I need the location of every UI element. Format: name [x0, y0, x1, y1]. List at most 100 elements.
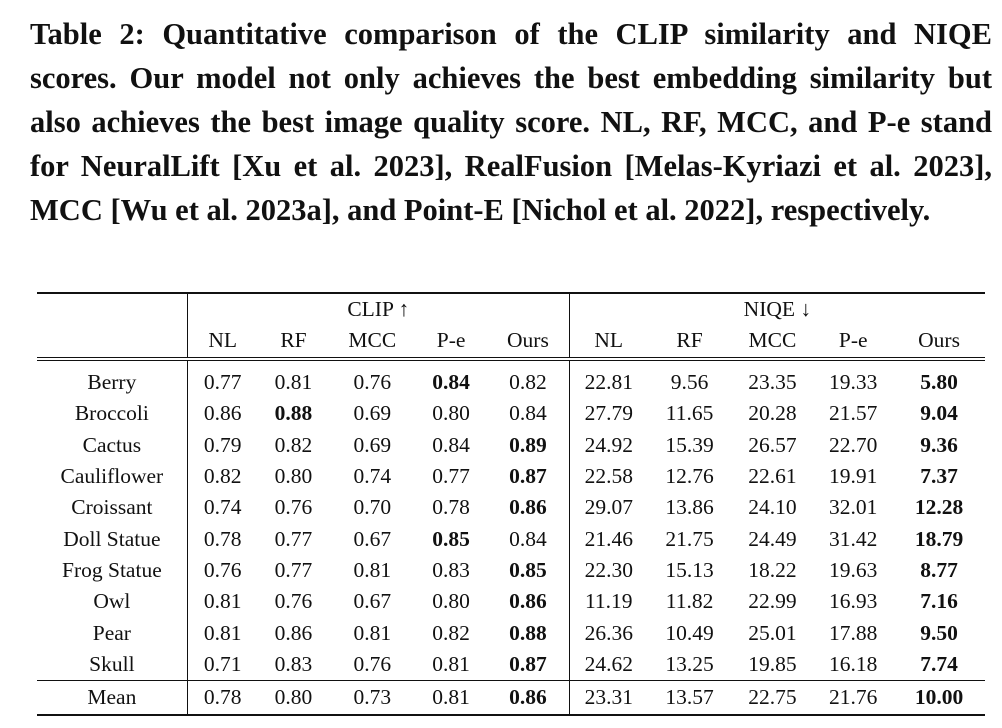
cell: 9.56 [670, 370, 709, 395]
cell: 0.80 [257, 679, 330, 716]
cell: 32.01 [829, 495, 878, 520]
cell: 0.89 [487, 429, 570, 461]
row-label: Pear [37, 617, 188, 649]
cell: 0.73 [329, 679, 416, 716]
cell: 0.78 [432, 495, 470, 520]
cell: 22.75 [731, 679, 814, 716]
row-label: Berry [37, 359, 188, 399]
cell: 0.86 [487, 586, 570, 618]
cell: 0.81 [353, 557, 392, 582]
cell: 29.07 [584, 495, 633, 520]
cell: 0.86 [487, 492, 570, 524]
cell: 19.91 [829, 464, 878, 489]
cell: 24.49 [748, 526, 797, 551]
cell: 18.22 [748, 557, 797, 582]
row-label: Cactus [37, 429, 188, 461]
cell: 0.82 [203, 464, 242, 489]
cell: 26.36 [584, 620, 633, 645]
cell: 0.88 [487, 617, 570, 649]
data-row: Mean 0.78 0.80 0.73 0.81 0.86 23.31 13.57 22.75 2… [37, 679, 985, 716]
cell: 15.13 [665, 557, 714, 582]
data-row: Berry 0.77 0.81 0.76 0.84 0.82 22.81 9.56 23.35 1… [37, 359, 985, 399]
cell: 0.78 [187, 679, 258, 716]
cell: 0.69 [353, 432, 392, 457]
cell: 0.84 [487, 523, 570, 555]
cell: 9.50 [920, 620, 958, 645]
cell: 0.81 [203, 620, 242, 645]
row-label: Croissant [37, 492, 188, 524]
cell: 0.77 [203, 370, 242, 395]
cell: 27.79 [584, 401, 633, 426]
row-label: Cauliflower [37, 460, 188, 493]
group-header: CLIP ↑ [187, 292, 570, 324]
cell: 19.33 [829, 370, 878, 395]
cell: 26.57 [748, 432, 797, 457]
cell: 9.36 [920, 432, 958, 457]
cell: 21.57 [829, 401, 878, 426]
column-header: MCC [329, 324, 416, 361]
row-label: Frog Statue [37, 554, 188, 587]
cell: 0.88 [274, 401, 313, 426]
cell: 10.49 [665, 620, 714, 645]
row-label: Skull [37, 648, 188, 681]
data-row: Doll Statue 0.78 0.77 0.67 0.85 0.84 21.46 21.7… [37, 523, 985, 555]
cell: 0.77 [274, 526, 313, 551]
cell: 0.82 [274, 432, 313, 457]
cell: 10.00 [893, 679, 985, 716]
cell: 0.77 [274, 557, 313, 582]
cell: 0.81 [415, 679, 488, 716]
cell: 0.76 [203, 557, 242, 582]
cell: 0.79 [203, 432, 242, 457]
cell: 0.80 [432, 401, 470, 426]
cell: 18.79 [914, 526, 964, 551]
header-row: CLIP ↑ NIQE ↓ [37, 292, 985, 324]
cell: 16.18 [829, 651, 878, 676]
caption: Table 2: Quantitative comparison of the … [30, 17, 992, 227]
cell: 5.80 [920, 370, 958, 395]
cell: 0.87 [487, 648, 570, 681]
cell: 0.76 [274, 589, 313, 614]
cell: 0.81 [203, 589, 242, 614]
cell: 24.10 [748, 495, 797, 520]
data-row: Owl 0.81 0.76 0.67 0.80 0.86 11.19 11.82 22.99 16… [37, 586, 985, 618]
data-row: Pear 0.81 0.86 0.81 0.82 0.88 26.36 10.49 25.01 1… [37, 617, 985, 649]
cell: 8.77 [920, 557, 958, 582]
cell: 21.76 [813, 679, 894, 716]
data-row: Cauliflower 0.82 0.80 0.74 0.77 0.87 22.58 12.7… [37, 460, 985, 493]
cell: 0.86 [274, 620, 313, 645]
cell: 20.28 [748, 401, 797, 426]
cell: 0.83 [432, 557, 470, 582]
column-header: RF [257, 324, 330, 361]
cell: 0.82 [487, 359, 570, 399]
cell: 0.81 [274, 370, 313, 395]
cell: 23.31 [569, 679, 648, 716]
cell: 13.25 [665, 651, 714, 676]
data-row: Frog Statue 0.76 0.77 0.81 0.83 0.85 22.30 15.1… [37, 554, 985, 587]
cell: 0.78 [203, 526, 242, 551]
cell: 11.19 [584, 589, 633, 614]
cell: 22.70 [829, 432, 878, 457]
cell: 0.84 [432, 432, 470, 457]
cell: 22.99 [748, 589, 797, 614]
row-label: Mean [37, 679, 188, 716]
data-row: Croissant 0.74 0.76 0.70 0.78 0.86 29.07 13.86 2… [37, 492, 985, 524]
cell: 0.76 [353, 651, 392, 676]
cell: 0.86 [203, 401, 242, 426]
cell: 11.82 [665, 589, 714, 614]
column-header: NL [569, 324, 648, 361]
column-header: RF [647, 324, 732, 361]
column-header: P-e [415, 324, 488, 361]
cell: 16.93 [829, 589, 878, 614]
cell: 24.92 [584, 432, 633, 457]
column-header: P-e [813, 324, 894, 361]
cell: 0.83 [274, 651, 313, 676]
cell: 9.04 [920, 401, 958, 426]
column-header: NL [187, 324, 258, 361]
cell: 0.84 [487, 398, 570, 430]
column-header: Ours [893, 324, 985, 361]
row-label: Owl [37, 586, 188, 618]
cell: 0.69 [353, 401, 392, 426]
cell: 0.86 [487, 679, 570, 716]
cell: 23.35 [748, 370, 797, 395]
